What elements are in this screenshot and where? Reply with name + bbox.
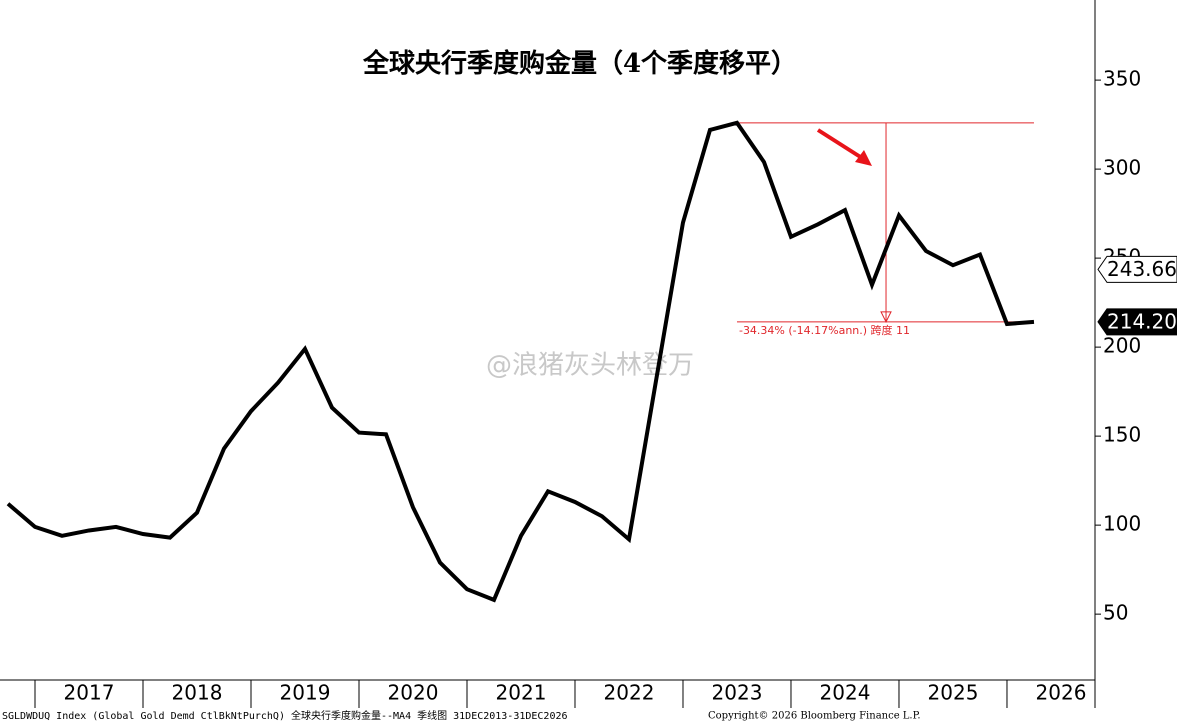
x-tick-label: 2025 — [928, 681, 979, 705]
line — [6, 120, 1035, 603]
price-marker — [1097, 308, 1177, 336]
y-tick-label: 200 — [1103, 334, 1141, 358]
x-tick-label: 2026 — [1036, 681, 1087, 705]
x-tick-label: 2024 — [820, 681, 871, 705]
chart-title: 全球央行季度购金量（4个季度移平） — [362, 48, 797, 79]
measure-label: -34.34% (-14.17%ann.) 跨度 11 — [739, 323, 910, 337]
price-marker-label: 214.20 — [1107, 309, 1177, 333]
footer-left: SGLDWDUQ Index (Global Gold Demd CtlBkNt… — [2, 709, 568, 722]
arrow-head — [855, 150, 872, 166]
y-tick-label: 350 — [1103, 67, 1141, 91]
x-tick-label: 2020 — [388, 681, 439, 705]
price-marker-label: 243.66 — [1107, 257, 1177, 281]
y-tick-label: 150 — [1103, 423, 1141, 447]
y-tick-label: 50 — [1103, 601, 1128, 625]
x-tick-label: 2017 — [64, 681, 115, 705]
footer-center: Copyright© 2026 Bloomberg Finance L.P. — [708, 711, 921, 722]
x-tick-label: 2018 — [172, 681, 223, 705]
price-marker — [1097, 255, 1177, 283]
plot-area — [6, 120, 1035, 603]
x-tick-label: 2022 — [604, 681, 655, 705]
measure-arrowhead — [880, 311, 892, 323]
x-tick-label: 2019 — [280, 681, 331, 705]
arrow — [816, 128, 864, 160]
y-tick-label: 100 — [1103, 512, 1141, 536]
x-tick-label: 2023 — [712, 681, 763, 705]
watermark: @浪猪灰头林登万 — [486, 351, 694, 381]
y-tick-label: 300 — [1103, 156, 1141, 180]
layer: 5010015020025030035020172018201920202021… — [6, 67, 1177, 708]
x-tick-label: 2021 — [496, 681, 547, 705]
